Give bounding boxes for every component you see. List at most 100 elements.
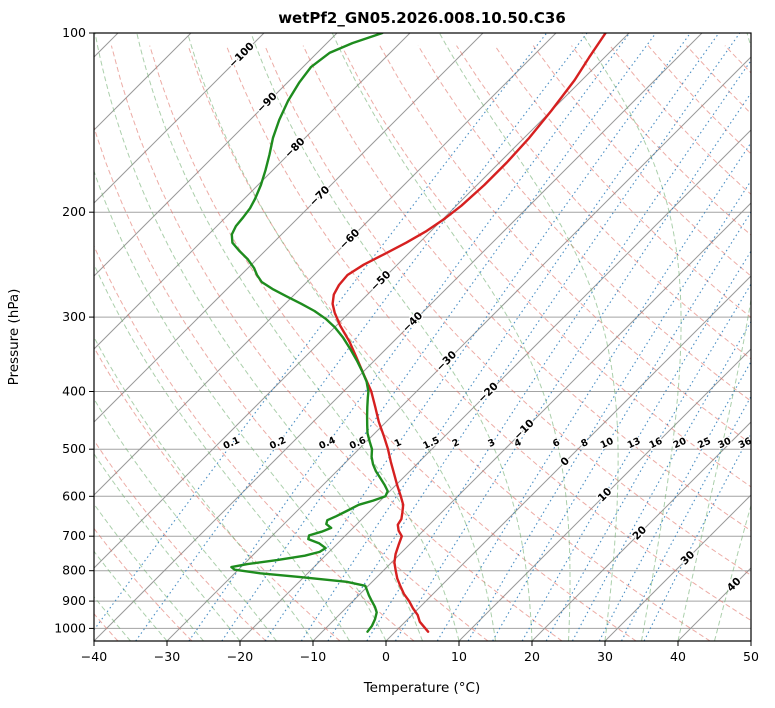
isotherm-line — [166, 56, 751, 641]
mixing-ratio-line — [300, 33, 720, 641]
moist-adiabat — [94, 33, 423, 641]
x-tick-label: 50 — [743, 649, 759, 664]
chart-title: wetPf2_GN05.2026.008.10.50.C36 — [278, 9, 566, 27]
y-tick-label: 100 — [62, 25, 86, 40]
isotherm-line — [94, 33, 192, 131]
isotherm-label: −100 — [227, 40, 257, 70]
x-tick-label: −20 — [227, 649, 253, 664]
y-tick-label: 300 — [62, 309, 86, 324]
mixing-ratio-line — [327, 33, 741, 641]
moist-adiabat — [94, 452, 241, 641]
x-axis: −40 −30 −20 −10 0 10 20 30 40 50 — [81, 641, 759, 664]
isotherm-lines — [94, 33, 751, 641]
dry-adiabat — [110, 45, 563, 641]
mixing-ratio-line — [545, 283, 751, 641]
isotherm-line — [94, 33, 484, 423]
isotherm-line — [750, 640, 751, 641]
temperature-curve — [331, 33, 607, 633]
mixing-ratio-label: 6 — [551, 437, 562, 450]
mixing-ratio-line — [643, 432, 751, 641]
mixing-ratio-line — [598, 360, 751, 641]
x-tick-label: 40 — [670, 649, 686, 664]
mixing-ratio-line — [492, 211, 751, 641]
dry-adiabat — [724, 45, 751, 74]
moist-adiabat — [187, 33, 496, 641]
dry-adiabat — [94, 439, 267, 641]
y-axis: 100 200 300 400 500 600 700 800 900 1000 — [54, 25, 94, 635]
isotherm-line — [604, 494, 751, 641]
dry-adiabat — [94, 527, 193, 641]
moist-adiabat — [677, 33, 751, 641]
grid-layer — [94, 33, 775, 641]
moist-adiabat — [331, 33, 571, 641]
dry-adiabat — [763, 46, 775, 641]
dry-adiabat — [94, 245, 415, 641]
x-tick-label: 30 — [597, 649, 613, 664]
dry-adiabat — [417, 45, 751, 402]
moist-adiabat — [250, 33, 533, 641]
y-tick-label: 900 — [62, 593, 86, 608]
isotherm-line — [94, 33, 411, 350]
mixing-ratio-line — [94, 33, 548, 631]
isotherm-line — [94, 33, 557, 496]
moist-adiabat — [94, 336, 314, 641]
dewpoint-curve — [230, 33, 389, 633]
y-tick-label: 200 — [62, 204, 86, 219]
axes-layer: −40 −30 −20 −10 0 10 20 30 40 5010020030040050060… — [54, 25, 759, 664]
moist-adiabat — [94, 263, 350, 641]
isotherm-line — [239, 129, 751, 641]
y-tick-label: 800 — [62, 563, 86, 578]
moist-adiabat — [750, 639, 751, 641]
dry-adiabat — [264, 45, 751, 576]
mixing-ratio-line — [571, 320, 751, 641]
mixing-ratio-line — [436, 141, 751, 641]
x-tick-label: 10 — [451, 649, 467, 664]
dry-adiabat — [302, 45, 751, 532]
x-tick-label: −40 — [81, 649, 107, 664]
mixing-ratio-lines — [94, 33, 751, 641]
moist-adiabat — [581, 33, 682, 641]
y-tick-label: 600 — [62, 488, 86, 503]
dry-adiabat — [456, 45, 751, 360]
mixing-ratio-line — [264, 33, 691, 641]
y-tick-label: 700 — [62, 528, 86, 543]
dry-adiabat — [94, 346, 341, 641]
mixing-ratio-line — [394, 92, 751, 641]
mixing-ratio-line — [221, 33, 657, 641]
dry-adiabat — [609, 45, 751, 195]
dry-adiabat — [187, 45, 711, 641]
mixing-ratio-line — [188, 33, 631, 641]
y-tick-label: 500 — [62, 441, 86, 456]
mixing-ratio-label: 2 — [451, 437, 462, 450]
y-tick-label: 400 — [62, 384, 86, 399]
y-axis-label: Pressure (hPa) — [6, 289, 22, 386]
x-tick-label: −10 — [300, 649, 326, 664]
mixing-ratio-line — [521, 250, 751, 641]
x-tick-label: 20 — [524, 649, 540, 664]
isotherm-line — [458, 348, 751, 641]
isotherm-line — [531, 421, 751, 641]
dry-adiabat — [379, 45, 751, 445]
profile-layer — [230, 33, 607, 633]
isotherm-line — [94, 33, 265, 204]
isotherm-line — [94, 33, 630, 569]
mixing-ratio-line — [366, 59, 751, 641]
moist-adiabat — [438, 33, 619, 641]
dry-adiabat — [494, 45, 751, 319]
plot-border — [93, 32, 752, 642]
moist-adiabat — [136, 33, 460, 641]
dry-adiabat-lines — [94, 45, 775, 641]
mixing-ratio-line — [467, 179, 751, 641]
dry-adiabat — [94, 125, 489, 641]
x-tick-label: −30 — [154, 649, 180, 664]
isotherm-line — [677, 567, 751, 641]
moist-adiabat — [94, 397, 277, 641]
x-tick-label: 0 — [382, 649, 390, 664]
moist-adiabat-lines — [94, 33, 751, 641]
isobar-lines — [94, 33, 751, 629]
x-axis-label: Temperature (°C) — [363, 680, 481, 696]
isotherm-line — [94, 33, 338, 277]
dry-adiabat — [340, 45, 751, 488]
